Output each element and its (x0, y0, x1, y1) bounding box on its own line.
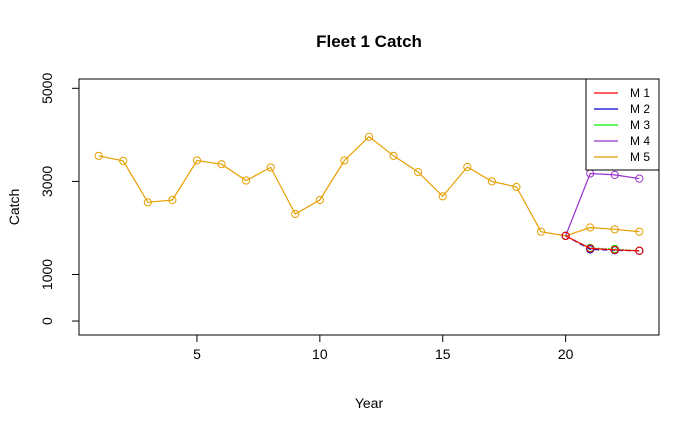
data-point (610, 245, 619, 254)
x-tick-label: 10 (312, 346, 328, 362)
y-tick-label: 1000 (39, 259, 55, 290)
data-point (635, 174, 644, 183)
data-point (143, 198, 152, 207)
data-point (315, 195, 324, 205)
x-axis: 5 10 15 20 (193, 334, 574, 362)
data-point (340, 156, 349, 165)
data-point (291, 209, 300, 219)
data-point (610, 170, 619, 179)
y-axis: 0 1000 3000 5000 (39, 73, 80, 325)
data-point (536, 227, 546, 236)
legend-label: M 4 (630, 134, 650, 148)
data-point (168, 195, 177, 205)
series-m-1 (561, 231, 644, 255)
x-tick-label: 15 (435, 346, 451, 362)
series-layer (94, 132, 644, 255)
data-point (192, 156, 202, 165)
data-point (586, 244, 595, 253)
data-point (389, 151, 398, 160)
data-point (586, 223, 595, 232)
data-point (635, 246, 644, 255)
plot-frame (78, 78, 660, 336)
series-line (565, 172, 640, 237)
x-tick-label: 5 (193, 346, 201, 362)
data-point (94, 151, 103, 160)
x-axis-label: Year (355, 395, 384, 411)
data-point (438, 192, 447, 201)
data-point (119, 156, 128, 166)
data-point (561, 231, 570, 240)
x-tick-label: 20 (558, 346, 574, 362)
data-point (610, 225, 619, 234)
data-point (217, 160, 226, 169)
series-m-5 (94, 132, 644, 240)
data-point (463, 162, 472, 172)
legend-label: M 1 (630, 86, 650, 100)
legend: M 1 M 2 M 3 M 4 M 5 (585, 78, 660, 171)
data-point (512, 182, 521, 192)
legend-label: M 3 (630, 118, 650, 132)
data-point (635, 227, 644, 236)
data-point (242, 176, 251, 185)
y-tick-label: 0 (39, 317, 55, 325)
chart-title: Fleet 1 Catch (316, 32, 422, 51)
series-line (98, 135, 640, 237)
series-m-4 (561, 169, 644, 240)
y-tick-label: 3000 (39, 166, 55, 197)
y-tick-label: 5000 (39, 73, 55, 104)
data-point (487, 177, 496, 186)
data-point (414, 167, 423, 177)
data-point (266, 163, 275, 172)
legend-label: M 2 (630, 102, 650, 116)
y-axis-label: Catch (6, 189, 22, 226)
series-line (565, 235, 640, 252)
data-point (364, 132, 374, 141)
legend-label: M 5 (630, 150, 650, 164)
